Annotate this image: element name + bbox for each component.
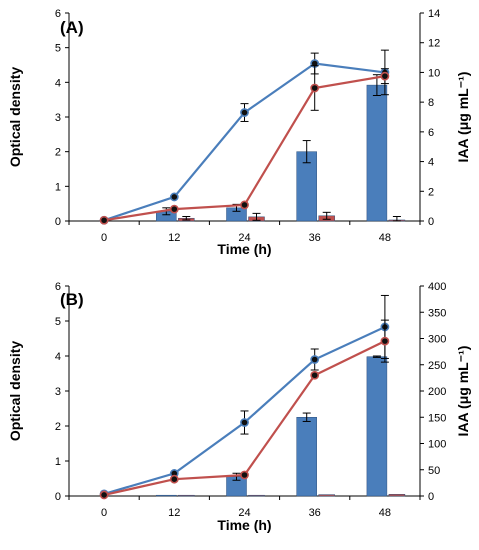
y-axis-right-title: IAA (μg mL⁻¹) <box>455 346 471 437</box>
od-bar-series-1 <box>366 356 388 497</box>
od-bar-series-1 <box>366 84 388 222</box>
x-axis-title: Time (h) <box>217 241 271 257</box>
line-point-marker <box>99 215 109 225</box>
x-tick-label: 12 <box>168 507 180 519</box>
x-tick-label: 0 <box>101 232 107 244</box>
y-left-tick-label: 3 <box>55 112 61 124</box>
panel-label: (A) <box>60 18 84 37</box>
od-bar-series-2 <box>248 494 265 497</box>
line-point-marker <box>99 490 109 500</box>
y-left-tick-label: 2 <box>55 147 61 159</box>
x-tick-label: 48 <box>379 507 391 519</box>
y-right-tick-label: 0 <box>428 216 434 228</box>
x-tick-label: 0 <box>101 507 107 519</box>
y-left-tick-label: 5 <box>55 43 61 55</box>
y-right-tick-label: 6 <box>428 127 434 139</box>
y-right-tick-label: 400 <box>428 281 446 293</box>
x-tick-label: 24 <box>238 507 250 519</box>
y-right-tick-label: 350 <box>428 307 446 319</box>
od-bar-series-2 <box>318 494 335 497</box>
panel-label: (B) <box>60 290 84 309</box>
line-point-marker <box>310 83 320 93</box>
iaa-line-series-1 <box>103 62 386 222</box>
y-right-tick-label: 0 <box>428 491 434 503</box>
line-point-marker <box>240 418 249 427</box>
y-right-tick-label: 300 <box>428 334 446 346</box>
line-point-marker <box>169 204 179 214</box>
x-tick-label: 12 <box>168 232 180 244</box>
x-tick-label: 48 <box>379 232 391 244</box>
y-left-tick-label: 2 <box>55 421 61 433</box>
x-tick-label: 36 <box>309 507 321 519</box>
y-right-tick-label: 2 <box>428 186 434 198</box>
line-point-marker <box>240 108 249 117</box>
y-left-tick-label: 3 <box>55 386 61 398</box>
y-left-tick-label: 1 <box>55 456 61 468</box>
od-bar-series-2 <box>178 494 195 497</box>
line-point-marker <box>169 474 179 484</box>
y-left-tick-label: 4 <box>55 351 61 363</box>
line-point-marker <box>310 355 320 364</box>
line-point-marker <box>169 192 179 202</box>
y-right-tick-label: 250 <box>428 360 446 372</box>
y-right-tick-label: 12 <box>428 38 440 50</box>
x-tick-label: 36 <box>309 232 321 244</box>
iaa-line-series-1 <box>103 325 386 495</box>
line-point-marker <box>240 470 249 480</box>
od-bar-series-2 <box>388 494 406 497</box>
x-axis-title: Time (h) <box>217 517 271 533</box>
y-axis-right-title: IAA (μg mL⁻¹) <box>455 72 471 163</box>
line-point-marker <box>380 336 390 346</box>
y-right-tick-label: 100 <box>428 439 446 451</box>
y-right-tick-label: 200 <box>428 386 446 398</box>
y-left-tick-label: 6 <box>55 281 61 293</box>
y-left-tick-label: 6 <box>55 8 61 20</box>
y-right-tick-label: 10 <box>428 67 440 79</box>
y-left-tick-label: 0 <box>55 491 61 503</box>
y-right-tick-label: 4 <box>428 157 434 169</box>
y-right-tick-label: 14 <box>428 8 440 20</box>
od-bar-series-1 <box>156 494 177 497</box>
y-left-tick-label: 5 <box>55 316 61 328</box>
y-axis-left-title: Optical density <box>7 67 23 168</box>
line-point-marker <box>310 370 320 380</box>
y-right-tick-label: 50 <box>428 465 440 477</box>
y-axis-left-title: Optical density <box>7 341 23 442</box>
od-bar-series-1 <box>296 417 317 497</box>
x-tick-label: 24 <box>238 232 250 244</box>
line-point-marker <box>380 71 390 81</box>
y-left-tick-label: 4 <box>55 77 61 89</box>
y-right-tick-label: 8 <box>428 97 434 109</box>
y-left-tick-label: 1 <box>55 181 61 193</box>
y-left-tick-label: 0 <box>55 216 61 228</box>
iaa-line-series-2 <box>103 75 386 222</box>
line-point-marker <box>240 200 249 210</box>
y-right-tick-label: 150 <box>428 412 446 424</box>
